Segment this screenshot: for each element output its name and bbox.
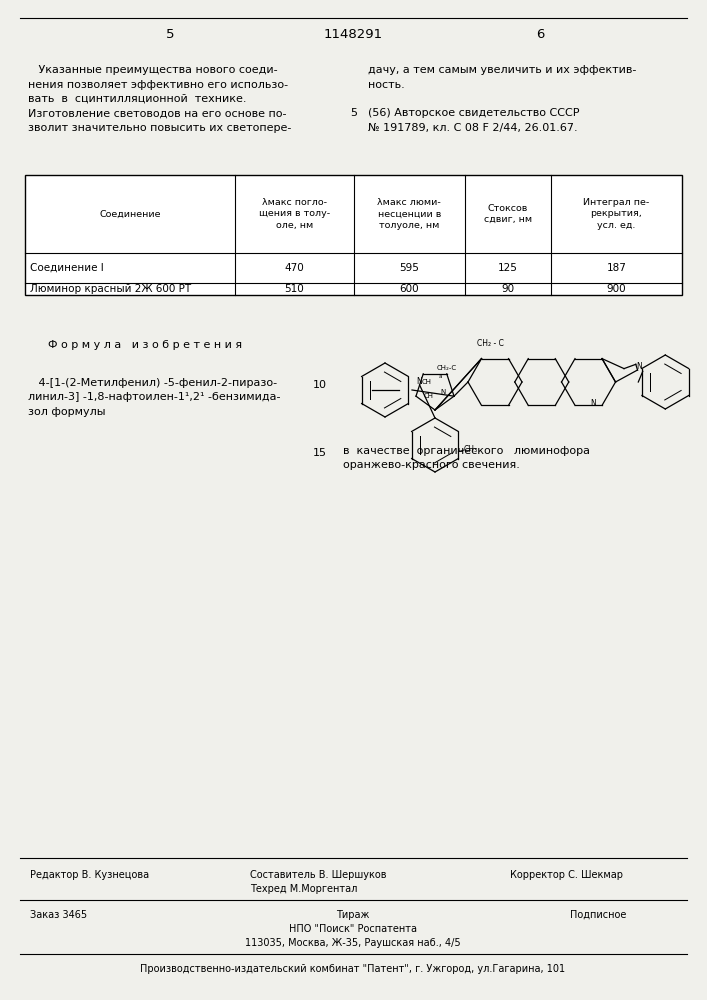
Text: Соединение I: Соединение I	[30, 263, 104, 273]
Text: 10: 10	[313, 380, 327, 390]
Text: CH₂ - C: CH₂ - C	[477, 338, 503, 348]
Text: Указанные преимущества нового соеди-: Указанные преимущества нового соеди-	[28, 65, 278, 75]
Text: 125: 125	[498, 263, 518, 273]
Text: Техред М.Моргентал: Техред М.Моргентал	[250, 884, 357, 894]
Bar	[25, 175, 682, 295]
Text: зволит значительно повысить их светопере-: зволит значительно повысить их светопере…	[28, 123, 291, 133]
Text: Составитель В. Шершуков: Составитель В. Шершуков	[250, 870, 387, 880]
Text: N: N	[416, 377, 423, 386]
Text: N: N	[440, 389, 445, 395]
Text: Заказ 3465: Заказ 3465	[30, 910, 87, 920]
Text: 15: 15	[313, 448, 327, 458]
Text: 113035, Москва, Ж-35, Раушская наб., 4/5: 113035, Москва, Ж-35, Раушская наб., 4/5	[245, 938, 461, 948]
Text: a: a	[438, 373, 442, 378]
Text: Корректор С. Шекмар: Корректор С. Шекмар	[510, 870, 623, 880]
Text: Изготовление световодов на его основе по-: Изготовление световодов на его основе по…	[28, 108, 286, 118]
Text: оранжево-красного свечения.: оранжево-красного свечения.	[343, 460, 520, 470]
Text: в  качестве  органического   люминофора: в качестве органического люминофора	[343, 446, 590, 456]
Text: 510: 510	[284, 284, 304, 294]
Text: Редактор В. Кузнецова: Редактор В. Кузнецова	[30, 870, 149, 880]
Text: Интеграл пе-
рекрытия,
усл. ед.: Интеграл пе- рекрытия, усл. ед.	[583, 198, 650, 230]
Text: CH: CH	[422, 379, 432, 385]
Text: ность.: ность.	[368, 80, 404, 90]
Text: Тираж: Тираж	[337, 910, 370, 920]
Text: Люминор красный 2Ж 600 РТ: Люминор красный 2Ж 600 РТ	[30, 284, 191, 294]
Text: λмакс погло-
щения в толу-
оле, нм: λмакс погло- щения в толу- оле, нм	[259, 198, 330, 230]
Text: Соединение: Соединение	[100, 210, 161, 219]
Text: 187: 187	[607, 263, 626, 273]
Text: N: N	[590, 399, 597, 408]
Text: дачу, а тем самым увеличить и их эффектив-: дачу, а тем самым увеличить и их эффекти…	[368, 65, 636, 75]
Text: 470: 470	[284, 263, 304, 273]
Text: Стоксов
сдвиг, нм: Стоксов сдвиг, нм	[484, 204, 532, 224]
Text: линил-3] -1,8-нафтоилен-1¹,2¹ -бензимида-: линил-3] -1,8-нафтоилен-1¹,2¹ -бензимида…	[28, 392, 281, 402]
Text: 900: 900	[607, 284, 626, 294]
Text: НПО "Поиск" Роспатента: НПО "Поиск" Роспатента	[289, 924, 417, 934]
Text: № 191789, кл. С 08 F 2/44, 26.01.67.: № 191789, кл. С 08 F 2/44, 26.01.67.	[368, 123, 578, 133]
Text: вать  в  сцинтилляционной  технике.: вать в сцинтилляционной технике.	[28, 94, 247, 104]
Text: 4-[1-(2-Метилфенил) -5-фенил-2-пиразо-: 4-[1-(2-Метилфенил) -5-фенил-2-пиразо-	[28, 378, 277, 388]
Text: Производственно-издательский комбинат "Патент", г. Ужгород, ул.Гагарина, 101: Производственно-издательский комбинат "П…	[141, 964, 566, 974]
Text: зол формулы: зол формулы	[28, 407, 105, 417]
Text: 1148291: 1148291	[323, 28, 382, 41]
Text: (56) Авторское свидетельство СССР: (56) Авторское свидетельство СССР	[368, 108, 580, 118]
Text: N: N	[636, 362, 642, 371]
Text: нения позволяет эффективно его использо-: нения позволяет эффективно его использо-	[28, 80, 288, 90]
Text: 5: 5	[165, 28, 174, 41]
Text: Подписное: Подписное	[570, 910, 626, 920]
Text: Ф о р м у л а   и з о б р е т е н и я: Ф о р м у л а и з о б р е т е н и я	[48, 340, 242, 350]
Text: 5: 5	[350, 108, 357, 118]
Text: CH: CH	[424, 393, 434, 399]
Text: 90: 90	[501, 284, 515, 294]
Text: 600: 600	[399, 284, 419, 294]
Text: CH₂-C: CH₂-C	[437, 365, 457, 371]
Text: CH₃: CH₃	[464, 446, 478, 454]
Text: 595: 595	[399, 263, 419, 273]
Text: λмакс люми-
несценции в
толуоле, нм: λмакс люми- несценции в толуоле, нм	[378, 198, 441, 230]
Text: 6: 6	[536, 28, 544, 41]
